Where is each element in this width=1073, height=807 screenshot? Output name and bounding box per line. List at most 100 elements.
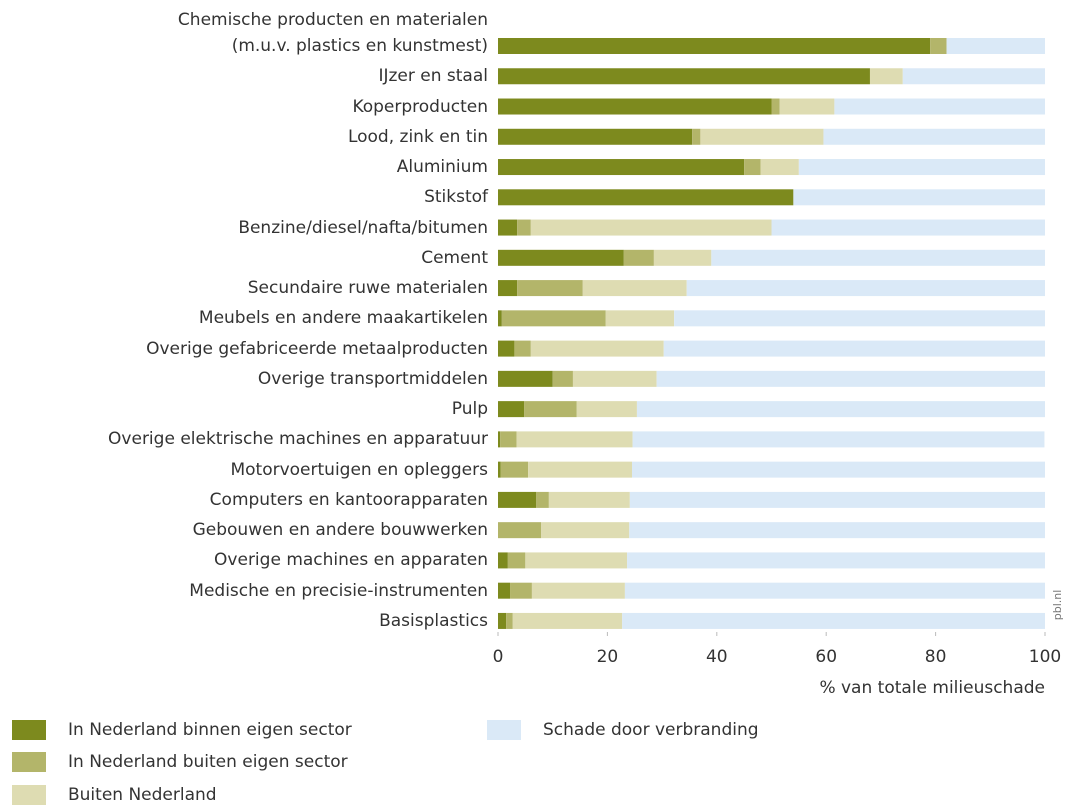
bar-segment <box>530 219 772 236</box>
bar-segment <box>823 128 1045 145</box>
bar-segment <box>552 370 573 387</box>
bar-segment <box>946 38 1045 54</box>
bar-segment <box>514 340 531 357</box>
bar-segment <box>498 310 502 327</box>
bar-segment <box>530 340 664 357</box>
bar-segment <box>624 582 1045 599</box>
bar-segment <box>636 401 1045 418</box>
bar-segment <box>524 401 577 418</box>
bar-segment <box>525 552 628 569</box>
bar-segment <box>656 370 1045 387</box>
category-label: Cement <box>421 247 488 268</box>
category-label: Overige transportmiddelen <box>257 368 488 389</box>
bar-segment <box>674 310 1045 327</box>
bar-segment <box>622 612 1045 629</box>
bar-segment <box>517 280 583 297</box>
bar-segment <box>582 280 687 297</box>
bar-segment <box>869 68 903 85</box>
bar-segment <box>498 219 518 236</box>
category-label: Overige gefabriceerde metaalproducten <box>146 338 488 359</box>
legend-label: In Nederland binnen eigen sector <box>68 720 352 740</box>
legend-swatch <box>487 720 521 740</box>
bar-segment <box>572 370 657 387</box>
bar-segment <box>498 461 501 478</box>
bar-segment <box>500 461 529 478</box>
bar-segment <box>498 522 542 539</box>
category-label: Lood, zink en tin <box>347 126 488 147</box>
bar-segment <box>498 582 511 599</box>
category-label: Stikstof <box>424 187 488 208</box>
category-label: Meubels en andere maakartikelen <box>198 308 488 329</box>
category-label: Motorvoertuigen en opleggers <box>230 459 488 480</box>
bar-segment <box>663 340 1045 357</box>
category-label: Chemische producten en materialen (m.u.v… <box>177 10 488 56</box>
bar-segment <box>498 249 624 266</box>
bar-segment <box>576 401 637 418</box>
bar-segment <box>686 280 1045 297</box>
bar-segment <box>528 461 633 478</box>
bar-segment <box>930 38 947 54</box>
category-label: Computers en kantoorapparaten <box>209 489 488 510</box>
bar-segment <box>536 491 549 508</box>
bar-segment <box>692 128 701 145</box>
category-label: Medische en precisie-instrumenten <box>189 580 488 601</box>
bar-segment <box>629 522 1045 539</box>
bar-segment <box>501 310 606 327</box>
bar-segment <box>498 189 794 206</box>
bar-segment <box>498 552 508 569</box>
bar-segment <box>632 461 1045 478</box>
bar-segment <box>498 431 501 448</box>
bar-segment <box>548 491 630 508</box>
x-tick-label: 100 <box>1029 647 1061 667</box>
bar-segment <box>771 219 1045 236</box>
category-label: Overige machines en apparaten <box>214 550 488 571</box>
bar-segment <box>531 582 625 599</box>
category-label: Koperproducten <box>352 96 488 117</box>
bar-segment <box>498 38 931 54</box>
bar-segment <box>623 249 654 266</box>
category-label: Basisplastics <box>379 610 488 631</box>
x-tick-label: 40 <box>706 647 728 667</box>
bar-segment <box>834 98 1045 115</box>
bar-segment <box>793 189 1045 206</box>
legend-swatch <box>12 720 46 740</box>
bar-segment <box>902 68 1045 85</box>
x-tick-label: 20 <box>597 647 619 667</box>
legend-swatch <box>12 752 46 772</box>
x-tick-label: 60 <box>815 647 837 667</box>
bar-segment <box>629 491 1045 508</box>
bar-segment <box>627 552 1045 569</box>
bar-segment <box>498 68 870 85</box>
bar-segment <box>498 340 515 357</box>
bar-segment <box>711 249 1045 266</box>
category-label: Gebouwen en andere bouwwerken <box>192 520 488 541</box>
bar-segment <box>798 159 1045 176</box>
bar-segment <box>506 612 513 629</box>
legend-label: Buiten Nederland <box>68 785 217 805</box>
bar-segment <box>498 612 507 629</box>
x-tick-label: 80 <box>925 647 947 667</box>
legend-label: In Nederland buiten eigen sector <box>68 752 348 772</box>
category-label: Benzine/diesel/nafta/bitumen <box>238 217 488 238</box>
category-label: Secundaire ruwe materialen <box>247 278 488 299</box>
bar-segment <box>516 431 633 448</box>
legend-swatch <box>12 785 46 805</box>
bar-segment <box>771 98 780 115</box>
bar-segment <box>498 491 537 508</box>
bar-segment <box>653 249 712 266</box>
legend-label: Schade door verbranding <box>543 720 759 740</box>
bar-segment <box>744 159 761 176</box>
bar-segment <box>517 219 531 236</box>
bar-segment <box>632 431 1045 448</box>
bar-segment <box>498 128 693 145</box>
bar-segment <box>779 98 835 115</box>
category-label: IJzer en staal <box>378 66 488 87</box>
bar-segment <box>500 431 517 448</box>
source-note: pbl.nl <box>1051 590 1064 621</box>
bar-segment <box>510 582 532 599</box>
bar-segment <box>498 98 772 115</box>
bar-segment <box>498 401 525 418</box>
x-axis-label: % van totale milieuschade <box>819 678 1045 698</box>
bar-segment <box>498 370 553 387</box>
